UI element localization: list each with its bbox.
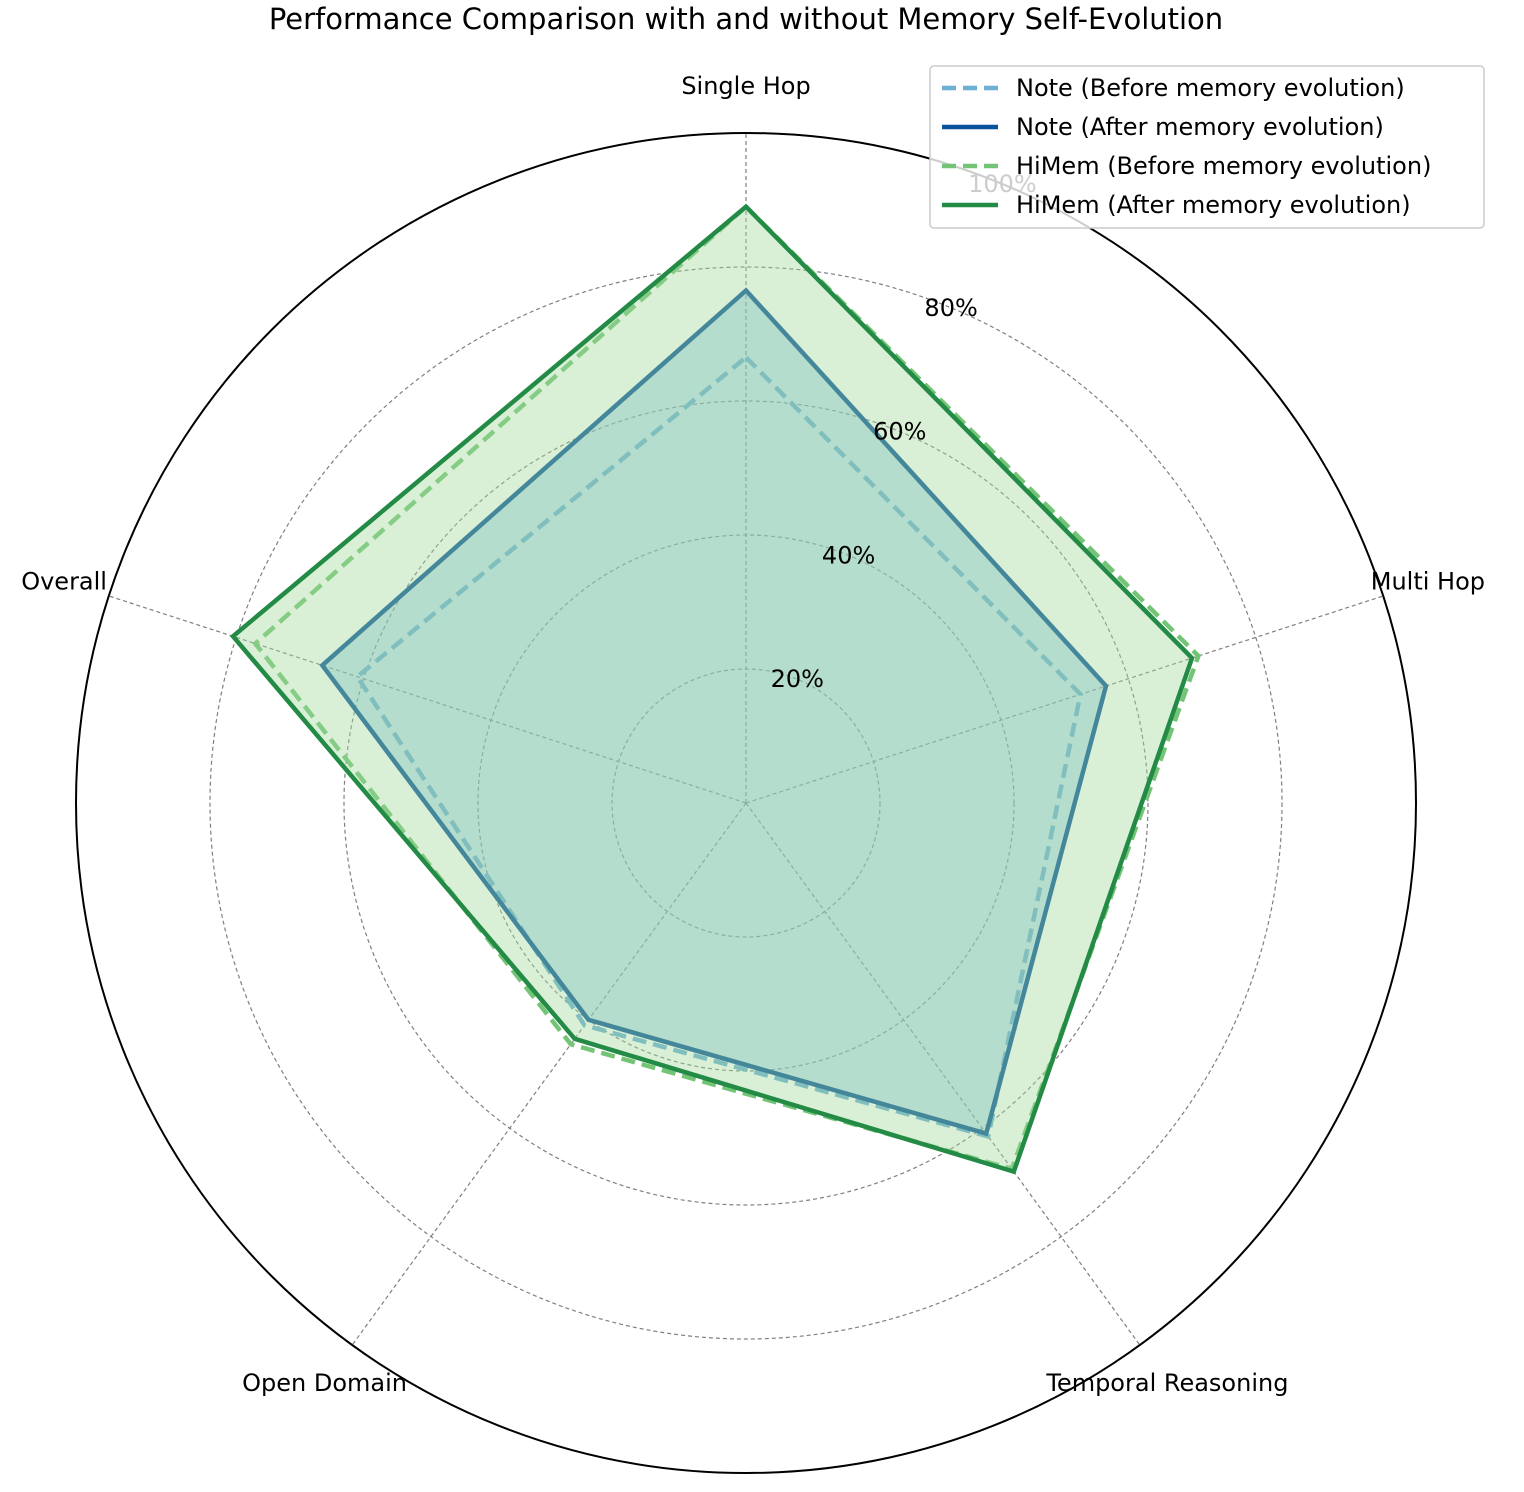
legend-entry-2: HiMem (Before memory evolution) [1016,152,1431,180]
r-tick-label-40: 40% [822,541,875,569]
axis-label-multi-hop: Multi Hop [1371,567,1485,595]
series-layer [233,207,1199,1172]
r-tick-label-60: 60% [873,418,926,446]
chart-title: Performance Comparison with and without … [269,2,1223,36]
legend: Note (Before memory evolution) Note (Afte… [930,66,1484,228]
axis-label-open-domain: Open Domain [242,1369,407,1397]
series-3-fill [233,207,1192,1172]
legend-entry-1: Note (After memory evolution) [1016,113,1384,141]
axis-label-single-hop: Single Hop [681,72,810,100]
legend-entry-0: Note (Before memory evolution) [1016,74,1405,102]
legend-entry-3: HiMem (After memory evolution) [1016,191,1411,219]
axis-label-overall: Overall [21,567,107,595]
r-tick-label-80: 80% [924,294,977,322]
axis-label-temporal-reasoning: Temporal Reasoning [1045,1369,1288,1397]
r-tick-label-20: 20% [771,665,824,693]
